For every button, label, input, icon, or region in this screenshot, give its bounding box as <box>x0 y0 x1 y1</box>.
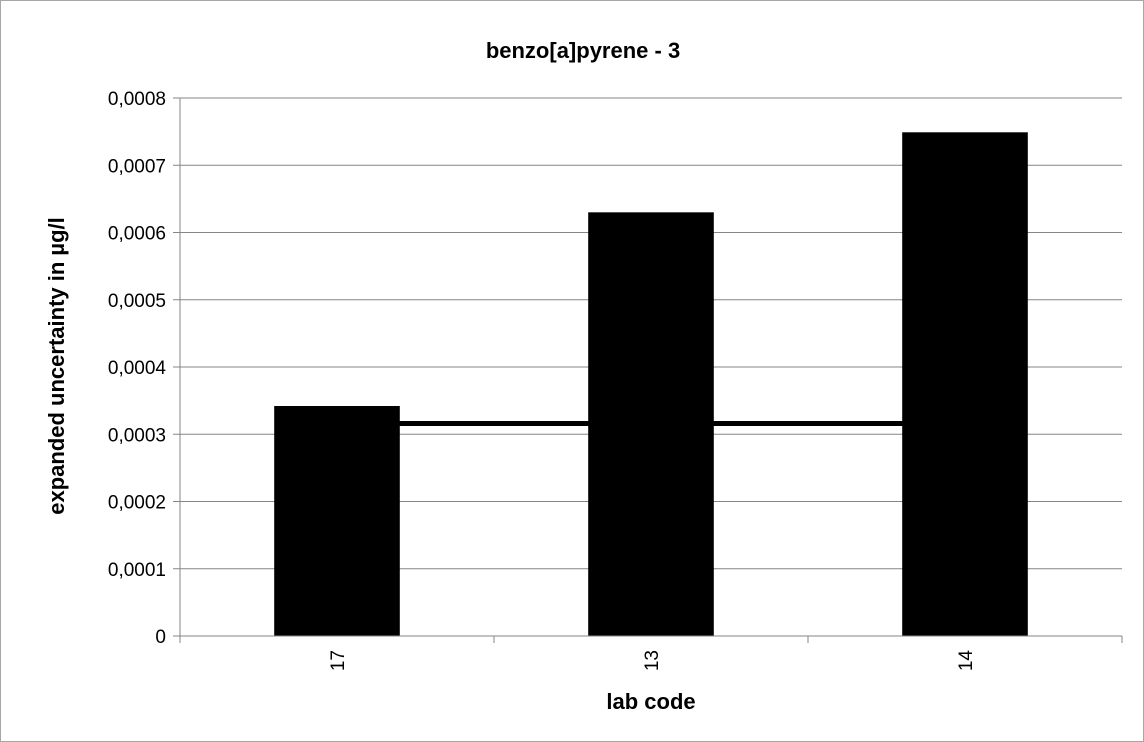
x-tick-label: 13 <box>642 650 663 671</box>
x-axis-title: lab code <box>606 689 695 714</box>
y-tick-label: 0,0004 <box>108 358 167 379</box>
x-tick-label: 14 <box>956 650 977 672</box>
bars <box>274 132 1028 637</box>
y-tick-label: 0 <box>155 627 166 648</box>
y-tick-label: 0,0001 <box>108 560 166 581</box>
chart-title: benzo[a]pyrene - 3 <box>486 38 680 63</box>
bar <box>902 132 1028 637</box>
y-tick-label: 0,0006 <box>108 224 166 245</box>
axes <box>179 98 1123 643</box>
x-tick-labels: 17 13 14 <box>328 650 977 672</box>
x-tick-label: 17 <box>328 650 349 671</box>
y-tick-label: 0,0002 <box>108 493 166 514</box>
bar <box>274 406 400 636</box>
y-tick-label: 0,0005 <box>108 291 166 312</box>
y-tick-label: 0,0003 <box>108 425 166 446</box>
y-axis-title: expanded uncertainty in µg/l <box>44 217 69 515</box>
y-tick-labels: 0 0,0001 0,0002 0,0003 0,0004 0,0005 0,0006 0,0… <box>108 89 167 648</box>
y-tick-label: 0,0008 <box>108 89 166 110</box>
y-tick-label: 0,0007 <box>108 156 166 177</box>
